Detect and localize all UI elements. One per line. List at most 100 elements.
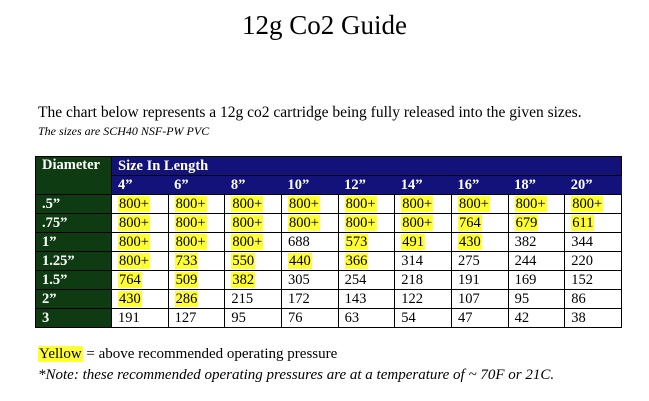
pressure-value: 95 (231, 309, 246, 326)
pressure-cell: 764 (111, 270, 169, 290)
length-column-header: 12” (338, 175, 395, 195)
pressure-value: 733 (174, 252, 199, 269)
pressure-cell: 800+ (167, 232, 226, 252)
table-body: .5” 800+ 800+ 800+ 800+ 800+ 800+ 800+ 800+ 800+.… (35, 194, 622, 328)
pressure-value: 764 (118, 271, 142, 288)
pressure-value: 122 (401, 290, 424, 307)
pressure-cell: 244 (507, 251, 566, 271)
co2-guide-table: Diameter Size In Length 4” 6” 8” 10” 12” 14” 1… (35, 156, 622, 328)
pressure-cell: 800+ (111, 251, 169, 271)
pressure-cell: 366 (337, 251, 396, 271)
pressure-value: 382 (514, 233, 537, 250)
pressure-value: 800+ (457, 195, 490, 212)
table-row: 3 191 127 95 76 63 54 47 42 38 (35, 308, 622, 328)
pressure-cell: 382 (224, 270, 282, 290)
pressure-value: 800+ (401, 195, 434, 212)
pressure-value: 344 (571, 233, 593, 250)
pressure-value: 63 (344, 309, 360, 326)
header-row: Diameter Size In Length (35, 156, 622, 195)
pressure-cell: 220 (564, 251, 622, 271)
pressure-value: 440 (287, 252, 312, 269)
pressure-value: 152 (571, 271, 593, 288)
pressure-cell: 107 (450, 289, 509, 309)
pressure-cell: 430 (111, 289, 169, 309)
pressure-value: 38 (571, 309, 586, 326)
pressure-cell: 688 (280, 232, 339, 252)
pressure-cell: 800+ (111, 213, 169, 233)
pressure-cell: 215 (224, 289, 282, 309)
pressure-cell: 800+ (507, 194, 566, 214)
temperature-note: *Note: these recommended operating press… (38, 367, 555, 383)
pressure-value: 800+ (231, 195, 264, 212)
pressure-cell: 800+ (280, 194, 339, 214)
pressure-value: 800+ (344, 195, 377, 212)
pressure-value: 218 (401, 271, 424, 288)
pressure-value: 366 (344, 252, 369, 269)
pressure-cell: 430 (450, 232, 509, 252)
pressure-value: 382 (231, 271, 256, 288)
pressure-value: 800+ (118, 214, 150, 231)
diameter-label: 1.25” (35, 251, 112, 271)
pressure-value: 688 (287, 233, 310, 250)
pressure-value: 800+ (344, 214, 377, 231)
pressure-value: 54 (401, 309, 416, 326)
pressure-cell: 800+ (337, 213, 396, 233)
pressure-cell: 172 (280, 289, 339, 309)
pressure-cell: 764 (450, 213, 509, 233)
legend-highlight-word: Yellow (38, 346, 83, 362)
table-row: 2” 430 286 215 172 143 122 107 95 86 (35, 289, 622, 309)
length-column-header: 8” (224, 175, 282, 195)
pressure-cell: 122 (394, 289, 452, 309)
pressure-value: 509 (174, 271, 199, 288)
pressure-value: 430 (118, 290, 142, 307)
pressure-cell: 127 (167, 308, 226, 328)
table-row: 1.5” 764 509 382 305 254 218 191 169 152 (35, 270, 622, 290)
diameter-label: 1” (35, 232, 112, 252)
diameter-label: 3 (35, 308, 112, 328)
pressure-cell: 169 (507, 270, 566, 290)
pressure-value: 191 (118, 309, 140, 326)
pressure-value: 286 (174, 290, 199, 307)
pressure-value: 800+ (174, 233, 207, 250)
sizes-note: The sizes are SCH40 NSF-PW PVC (38, 124, 210, 138)
table-row: 1.25” 800+ 733 550 440 366 314 275 244 220 (35, 251, 622, 271)
length-column-header: 14” (394, 175, 452, 195)
length-column-header: 20” (564, 175, 622, 195)
pressure-cell: 344 (564, 232, 622, 252)
pressure-cell: 95 (507, 289, 566, 309)
pressure-value: 215 (231, 290, 254, 307)
length-header: Size In Length (111, 156, 622, 176)
pressure-value: 800+ (118, 195, 150, 212)
pressure-cell: 42 (507, 308, 566, 328)
pressure-value: 143 (344, 290, 367, 307)
pressure-cell: 800+ (111, 232, 169, 252)
pressure-cell: 314 (394, 251, 452, 271)
pressure-value: 764 (457, 214, 482, 231)
pressure-value: 800+ (514, 195, 547, 212)
length-column-header: 10” (281, 175, 339, 195)
length-column-header: 6” (168, 175, 225, 195)
pressure-cell: 509 (167, 270, 226, 290)
pressure-value: 800+ (118, 233, 150, 250)
pressure-cell: 800+ (450, 194, 509, 214)
pressure-value: 800+ (287, 214, 320, 231)
pressure-cell: 800+ (167, 213, 226, 233)
pressure-cell: 47 (450, 308, 509, 328)
legend: Yellow = above recommended operating pre… (38, 346, 337, 363)
table-row: 1” 800+ 800+ 800+ 688 573 491 430 382 344 (35, 232, 622, 252)
pressure-value: 254 (344, 271, 367, 288)
pressure-value: 800+ (571, 195, 604, 212)
intro-text: The chart below represents a 12g co2 car… (38, 104, 582, 121)
pressure-value: 169 (514, 271, 537, 288)
pressure-value: 491 (401, 233, 426, 250)
diameter-header: Diameter (35, 156, 112, 195)
length-column-header: 16” (451, 175, 509, 195)
pressure-value: 800+ (231, 233, 264, 250)
pressure-value: 244 (514, 252, 537, 269)
pressure-cell: 800+ (564, 194, 622, 214)
diameter-label: .5” (35, 194, 112, 214)
pressure-cell: 611 (564, 213, 622, 233)
diameter-label: 1.5” (35, 270, 112, 290)
pressure-cell: 800+ (224, 232, 282, 252)
pressure-cell: 54 (394, 308, 452, 328)
